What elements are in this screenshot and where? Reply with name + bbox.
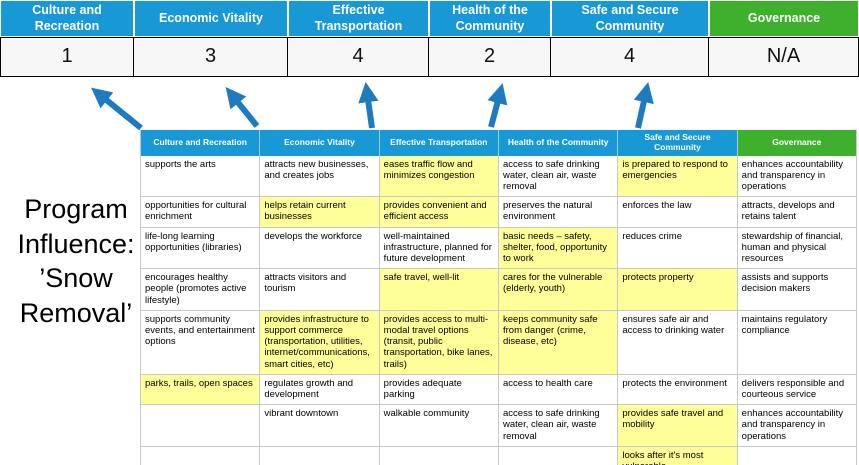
matrix-cell-r8-c3 bbox=[379, 446, 499, 465]
matrix-cell-r8-c2 bbox=[260, 446, 380, 465]
matrix-header-effective-transportation: Effective Transportation bbox=[379, 130, 499, 156]
matrix-header-culture-and-recreation: Culture and Recreation bbox=[141, 130, 261, 156]
matrix-cell-r3-c2: develops the workforce bbox=[260, 227, 380, 270]
up-arrow-icon-4 bbox=[487, 83, 508, 128]
score-health-of-the-community: 2 bbox=[429, 38, 551, 76]
matrix-header-governance: Governance bbox=[737, 130, 857, 156]
matrix-cell-r3-c3: well-maintained infrastructure, planned … bbox=[379, 227, 499, 270]
influence-matrix: Culture and Recreation Economic Vitality E… bbox=[140, 130, 857, 465]
program-influence-title: Program Influence: ’Snow Removal’ bbox=[17, 194, 135, 328]
up-arrow-icon-3 bbox=[358, 81, 379, 129]
matrix-cell-r1-c3: eases traffic flow and minimizes congest… bbox=[379, 155, 499, 198]
summary-header-row: Culture and Recreation Economic Vitality E… bbox=[0, 1, 859, 37]
matrix-cell-r5-c1: supports community events, and entertain… bbox=[141, 310, 261, 375]
up-arrow-icon-5 bbox=[633, 82, 654, 129]
matrix-cell-r8-c4 bbox=[499, 446, 619, 465]
matrix-cell-r1-c6: enhances accountability and transparency… bbox=[737, 155, 857, 198]
matrix-cell-r5-c2: provides infrastructure to support comme… bbox=[260, 310, 380, 375]
matrix-cell-r4-c1: encourages healthy people (promotes acti… bbox=[141, 269, 261, 311]
matrix-cell-r2-c3: provides convenient and efficient access bbox=[379, 197, 499, 228]
influence-arrows bbox=[91, 81, 654, 131]
matrix-cell-r2-c2: helps retain current businesses bbox=[260, 197, 380, 228]
matrix-cell-r4-c5: protects property bbox=[618, 269, 738, 311]
matrix-cell-r2-c5: enforces the law bbox=[618, 197, 738, 228]
matrix-cell-r6-c6: delivers responsible and courteous servi… bbox=[737, 374, 857, 406]
matrix-cell-r2-c6: attracts, develops and retains talent bbox=[737, 197, 857, 228]
matrix-cell-r6-c3: provides adequate parking bbox=[379, 374, 499, 406]
matrix-cell-r4-c2: attracts visitors and tourism bbox=[260, 269, 380, 311]
matrix-cell-r8-c1 bbox=[141, 446, 261, 465]
matrix-cell-r6-c2: regulates growth and development bbox=[260, 374, 380, 406]
matrix-cell-r8-c6 bbox=[737, 446, 857, 465]
summary-header-safe-and-secure-community: Safe and Secure Community bbox=[552, 1, 708, 37]
matrix-header-health-of-the-community: Health of the Community bbox=[499, 130, 619, 156]
up-arrow-icon-1 bbox=[91, 87, 143, 131]
matrix-cell-r8-c5: looks after it's most vulnerable bbox=[618, 446, 738, 465]
summary-header-effective-transportation: Effective Transportation bbox=[289, 1, 428, 37]
summary-header-culture-and-recreation: Culture and Recreation bbox=[1, 1, 133, 37]
matrix-cell-r6-c4: access to health care bbox=[499, 374, 619, 406]
matrix-cell-r6-c1: parks, trails, open spaces bbox=[141, 374, 261, 406]
matrix-cell-r4-c6: assists and supports decision makers bbox=[737, 269, 857, 311]
matrix-cell-r4-c4: cares for the vulnerable (elderly, youth… bbox=[499, 269, 619, 311]
matrix-cell-r1-c5: is prepared to respond to emergencies bbox=[618, 155, 738, 198]
score-safe-and-secure-community: 4 bbox=[551, 38, 709, 76]
summary-header-health-of-the-community: Health of the Community bbox=[430, 1, 550, 37]
score-effective-transportation: 4 bbox=[288, 38, 429, 76]
matrix-cell-r3-c6: stewardship of financial, human and phys… bbox=[737, 227, 857, 270]
summary-header-economic-vitality: Economic Vitality bbox=[135, 1, 287, 37]
matrix-cell-r5-c4: keeps community safe from danger (crime,… bbox=[499, 310, 619, 375]
matrix-cell-r7-c5: provides safe travel and mobility bbox=[618, 405, 738, 447]
summary-header-governance: Governance bbox=[710, 1, 858, 37]
matrix-cell-r3-c4: basic needs – safety, shelter, food, opp… bbox=[499, 227, 619, 270]
matrix-cell-r3-c1: life-long learning opportunities (librar… bbox=[141, 227, 261, 270]
score-row: 1 3 4 2 4 N/A bbox=[0, 37, 859, 77]
up-arrow-icon-2 bbox=[225, 87, 260, 128]
matrix-cell-r7-c2: vibrant downtown bbox=[260, 405, 380, 447]
matrix-cell-r5-c3: provides access to multi-modal travel op… bbox=[379, 310, 499, 375]
matrix-cell-r7-c1 bbox=[141, 405, 261, 447]
matrix-cell-r7-c4: access to safe drinking water, clean air… bbox=[499, 405, 619, 447]
matrix-cell-r6-c5: protects the environment bbox=[618, 374, 738, 406]
matrix-cell-r7-c3: walkable community bbox=[379, 405, 499, 447]
matrix-cell-r7-c6: enhances accountability and transparency… bbox=[737, 405, 857, 447]
matrix-cell-r3-c5: reduces crime bbox=[618, 227, 738, 270]
matrix-cell-r4-c3: safe travel, well-lit bbox=[379, 269, 499, 311]
score-governance: N/A bbox=[766, 45, 801, 67]
score-economic-vitality: 3 bbox=[134, 38, 288, 76]
matrix-header-economic-vitality: Economic Vitality bbox=[260, 130, 380, 156]
matrix-cell-r1-c4: access to safe drinking water, clean air… bbox=[499, 155, 619, 198]
matrix-header-safe-and-secure-community: Safe and Secure Community bbox=[618, 130, 738, 156]
matrix-cell-r5-c6: maintains regulatory compliance bbox=[737, 310, 857, 375]
matrix-cell-r1-c1: supports the arts bbox=[141, 155, 261, 198]
matrix-cell-r2-c4: preserves the natural environment bbox=[499, 197, 619, 228]
matrix-cell-r1-c2: attracts new businesses, and creates job… bbox=[260, 155, 380, 198]
score-culture-and-recreation: 1 bbox=[1, 38, 134, 76]
matrix-cell-r2-c1: opportunities for cultural enrichment bbox=[141, 197, 261, 228]
matrix-cell-r5-c5: ensures safe air and access to drinking … bbox=[618, 310, 738, 375]
